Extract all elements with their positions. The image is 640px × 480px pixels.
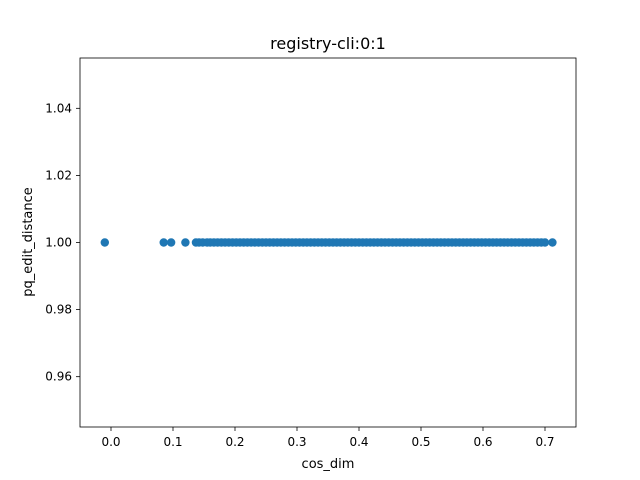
chart-title: registry-cli:0:1	[270, 34, 386, 53]
data-point	[181, 238, 190, 247]
data-point	[100, 238, 110, 247]
x-tick-label: 0.1	[163, 435, 182, 449]
data-point	[159, 238, 168, 247]
y-tick-label: 0.98	[45, 303, 72, 317]
y-tick-label: 1.04	[45, 101, 72, 115]
x-tick-label: 0.3	[287, 435, 306, 449]
y-axis: 0.96 0.98 1.00 1.02 1.04	[45, 101, 80, 384]
y-axis-label: pq_edit_distance	[21, 187, 36, 297]
y-tick-label: 0.96	[45, 370, 72, 384]
y-tick-label: 1.02	[45, 168, 72, 182]
data-point	[166, 238, 176, 247]
x-tick-label: 0.7	[535, 435, 554, 449]
x-tick-label: 0.4	[349, 435, 368, 449]
data-point	[540, 238, 550, 247]
x-tick-label: 0.5	[411, 435, 430, 449]
data-point	[548, 238, 557, 247]
x-tick-label: 0.2	[225, 435, 244, 449]
x-axis: 0.0 0.1 0.2 0.3 0.4 0.5 0.6 0.7	[101, 427, 555, 449]
x-axis-label: cos_dim	[302, 457, 355, 472]
points-layer	[100, 238, 557, 247]
x-tick-label: 0.0	[101, 435, 120, 449]
y-tick-label: 1.00	[45, 236, 72, 250]
x-tick-label: 0.6	[473, 435, 492, 449]
